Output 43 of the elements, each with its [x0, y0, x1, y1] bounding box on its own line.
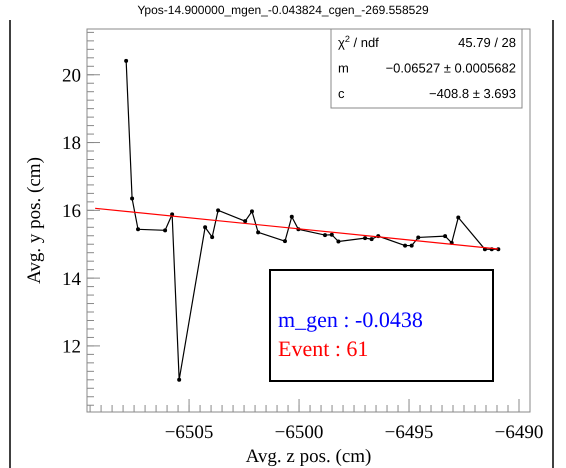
chart-title: Ypos-14.900000_mgen_-0.043824_cgen_-269.558529 [137, 3, 430, 17]
point [282, 239, 287, 244]
point [290, 214, 294, 219]
point [456, 215, 460, 220]
annotation: m [338, 60, 349, 76]
y-tick-label: 18 [62, 133, 81, 154]
point [443, 234, 448, 238]
point [256, 230, 260, 234]
annotation: 45.79 / 28 [458, 35, 516, 50]
y-axis-title: Avg. y pos. (cm) [24, 157, 45, 284]
point [250, 209, 254, 214]
point [403, 244, 408, 248]
x-tick-label: −6500 [274, 422, 324, 443]
point [416, 235, 420, 240]
y-tick-label: 12 [62, 336, 81, 358]
point [322, 233, 327, 238]
point [243, 219, 248, 224]
y-tick-label: 20 [62, 65, 81, 86]
point [330, 232, 334, 237]
annotation: Event : 61 [278, 336, 368, 361]
point [163, 228, 168, 232]
annotation: m_gen : -0.0438 [278, 307, 423, 332]
point [203, 225, 208, 230]
point [136, 227, 140, 232]
point [177, 378, 182, 382]
annotation: −408.8 ± 3.693 [428, 86, 516, 101]
y-tick-label: 16 [62, 200, 81, 222]
annotation: χ$^{2}$ / ndf [338, 34, 380, 50]
point [363, 236, 368, 240]
x-axis-title: Avg. z pos. (cm) [246, 446, 372, 467]
point [124, 58, 128, 63]
annotation: c [338, 86, 345, 101]
x-tick-label: −6490 [494, 422, 544, 443]
point [210, 235, 214, 240]
point [410, 244, 414, 248]
point [336, 240, 340, 244]
point [370, 237, 374, 242]
annotation: −0.06527 ± 0.0005682 [386, 60, 516, 76]
x-tick-label: −6495 [384, 422, 434, 443]
point [130, 196, 134, 200]
point [216, 208, 220, 212]
x-tick-label: −6505 [164, 422, 214, 443]
y-tick-label: 14 [62, 268, 82, 290]
